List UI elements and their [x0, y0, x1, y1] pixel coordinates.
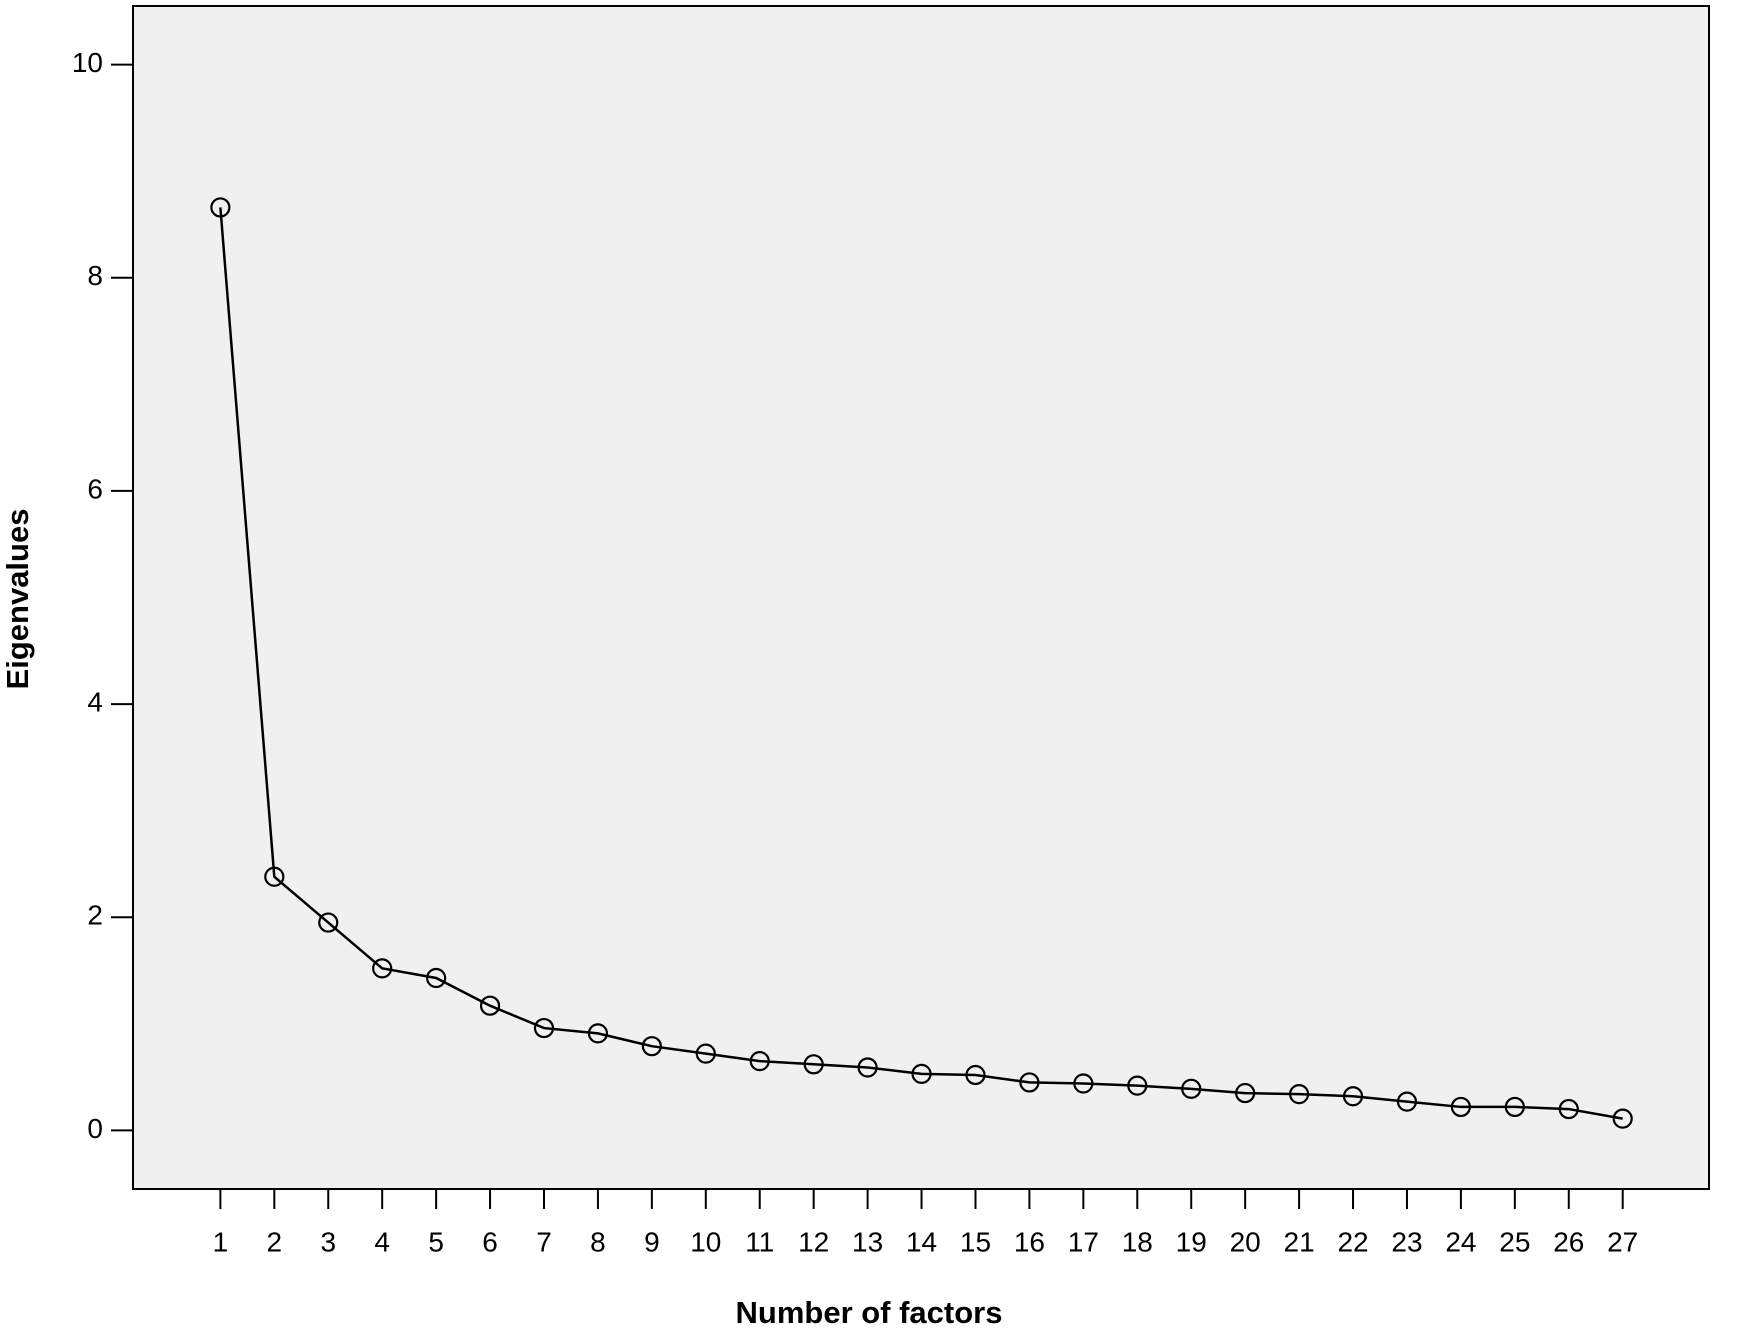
x-tick-label: 24	[1445, 1226, 1476, 1257]
x-tick-label: 9	[644, 1226, 660, 1257]
x-tick-label: 21	[1284, 1226, 1315, 1257]
x-tick-label: 23	[1391, 1226, 1422, 1257]
x-tick-label: 1	[213, 1226, 229, 1257]
data-point	[1288, 1084, 1310, 1105]
plot-area	[132, 5, 1710, 1190]
x-tick-label: 4	[374, 1226, 390, 1257]
y-tick-label: 6	[87, 473, 103, 504]
data-point	[1612, 1108, 1633, 1129]
y-tick-label: 8	[87, 260, 103, 291]
data-point	[749, 1051, 770, 1072]
data-point	[857, 1057, 878, 1078]
data-point	[264, 866, 285, 887]
x-tick-label: 16	[1014, 1226, 1045, 1257]
data-point	[210, 197, 231, 218]
y-axis-title: Eigenvalues	[0, 509, 35, 690]
y-tick-label: 10	[72, 47, 103, 78]
x-tick-label: 12	[798, 1226, 829, 1257]
data-point	[372, 958, 393, 979]
data-point	[1181, 1078, 1202, 1099]
data-point	[1073, 1073, 1094, 1094]
data-point	[426, 967, 447, 989]
data-point	[533, 1017, 555, 1039]
data-point	[1396, 1091, 1418, 1112]
y-tick-label: 0	[87, 1113, 103, 1144]
data-point	[1235, 1082, 1256, 1104]
data-point	[587, 1023, 609, 1044]
x-tick-label: 15	[960, 1226, 991, 1257]
data-point	[641, 1036, 662, 1057]
x-tick-label: 14	[906, 1226, 937, 1257]
data-point	[479, 995, 501, 1016]
x-tick-label: 25	[1499, 1226, 1530, 1257]
x-tick-label: 17	[1068, 1226, 1099, 1257]
data-point	[965, 1064, 986, 1086]
x-tick-label: 26	[1553, 1226, 1584, 1257]
data-point	[1558, 1098, 1579, 1120]
x-tick-label: 20	[1230, 1226, 1261, 1257]
x-tick-label: 22	[1337, 1226, 1368, 1257]
x-tick-label: 18	[1122, 1226, 1153, 1257]
data-point	[803, 1054, 824, 1075]
data-point	[1127, 1075, 1148, 1096]
x-tick-label: 10	[690, 1226, 721, 1257]
x-tick-label: 3	[320, 1226, 336, 1257]
x-tick-label: 7	[536, 1226, 552, 1257]
y-tick-label: 2	[87, 900, 103, 931]
data-point	[1504, 1096, 1525, 1118]
data-point	[1450, 1096, 1471, 1118]
x-tick-label: 5	[428, 1226, 444, 1257]
x-tick-label: 27	[1607, 1226, 1638, 1257]
x-tick-label: 8	[590, 1226, 606, 1257]
data-line	[219, 207, 1623, 1120]
x-axis-title: Number of factors	[736, 1295, 1003, 1330]
data-point	[695, 1043, 716, 1064]
y-tick-label: 4	[87, 686, 103, 717]
x-tick-label: 2	[267, 1226, 283, 1257]
data-point	[1342, 1086, 1364, 1107]
x-tick-label: 13	[852, 1226, 883, 1257]
x-tick-label: 6	[482, 1226, 498, 1257]
x-tick-label: 11	[745, 1226, 774, 1257]
data-point	[911, 1063, 932, 1084]
data-point	[318, 912, 339, 933]
x-tick-label: 19	[1176, 1226, 1207, 1257]
data-point	[1019, 1072, 1040, 1093]
